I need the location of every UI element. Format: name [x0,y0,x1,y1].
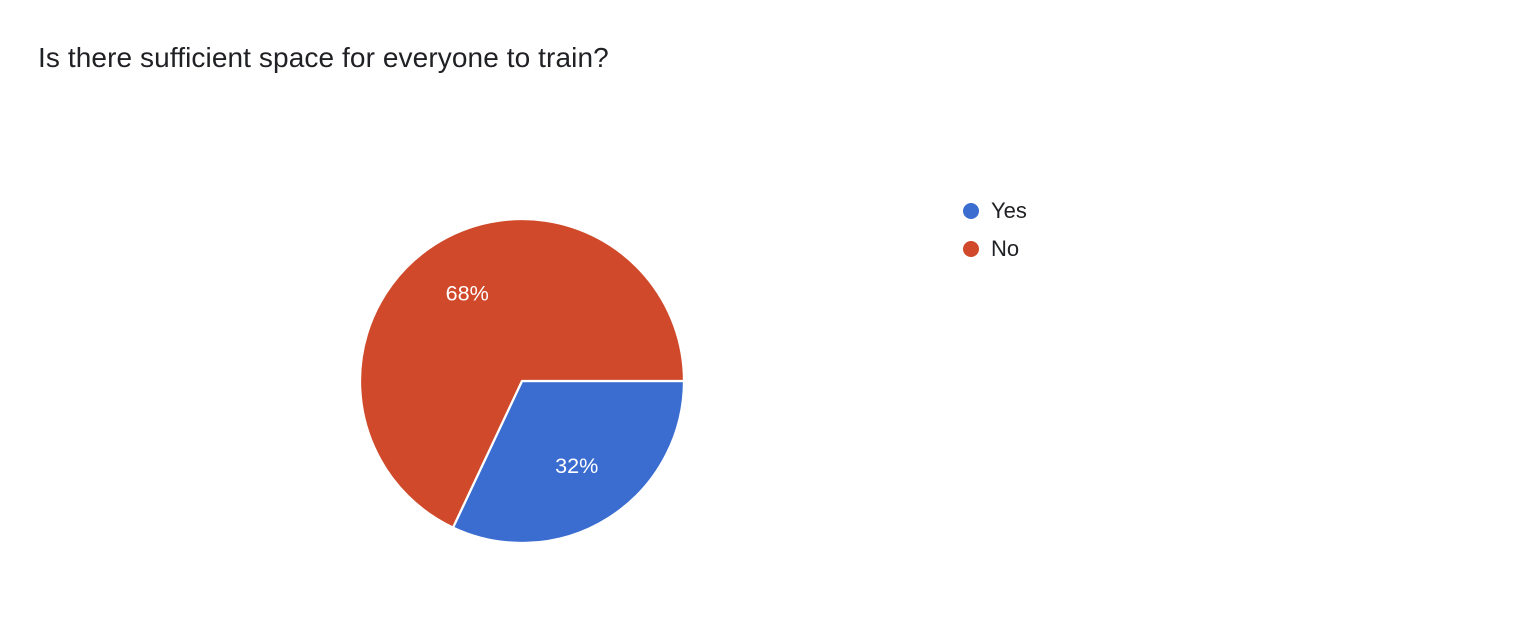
chart-title: Is there sufficient space for everyone t… [38,42,609,73]
legend-item-no: No [963,236,1027,262]
legend-swatch-no-icon [963,241,979,257]
legend: Yes No [963,198,1027,262]
pie-slice-label-no: 68% [446,281,489,306]
legend-label-yes: Yes [991,198,1027,223]
pie-chart-svg: 32% 68% [358,217,686,545]
pie-chart: 32% 68% [342,201,702,561]
legend-item-yes: Yes [963,198,1027,224]
legend-swatch-yes-icon [963,203,979,219]
pie-slice-no [358,217,686,529]
pie-slice-label-yes: 32% [555,453,598,478]
legend-label-no: No [991,236,1020,261]
pie-slice-yes [451,379,686,545]
